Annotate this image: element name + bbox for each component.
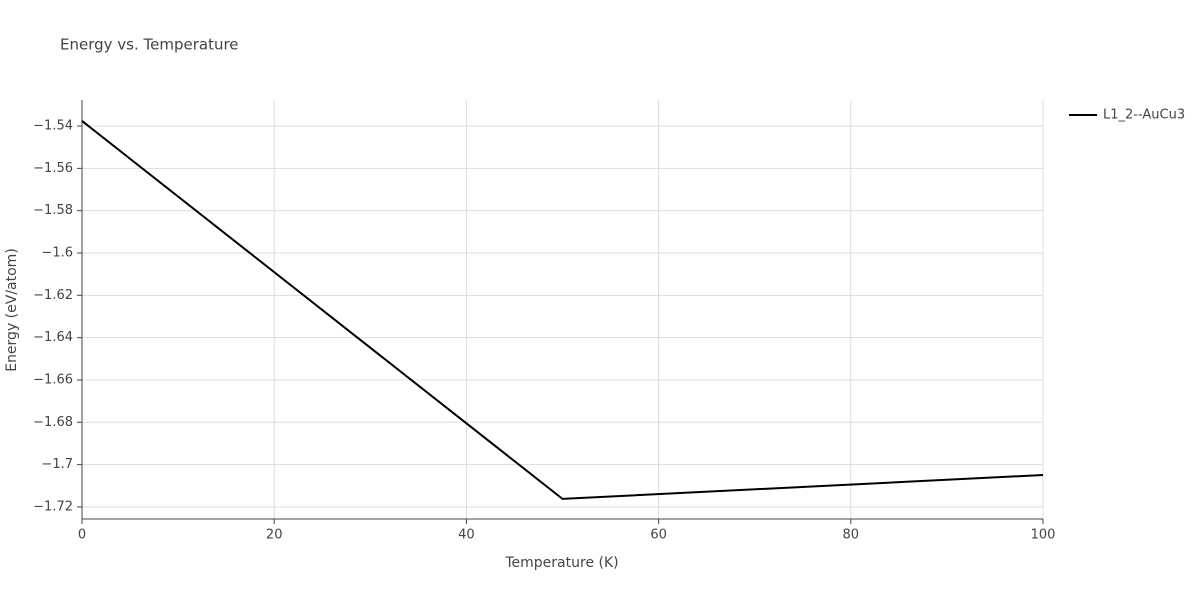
x-tick-label: 40 bbox=[458, 528, 475, 543]
y-tick-label: −1.7 bbox=[41, 457, 73, 472]
x-tick-label: 0 bbox=[78, 528, 86, 543]
x-tick-label: 20 bbox=[266, 528, 283, 543]
y-tick-label: −1.64 bbox=[33, 330, 73, 345]
data-line bbox=[81, 120, 1044, 500]
y-tick-label: −1.6 bbox=[41, 245, 73, 260]
x-axis-label: Temperature (K) bbox=[504, 555, 618, 571]
y-tick-label: −1.58 bbox=[33, 203, 73, 218]
x-tick-label: 80 bbox=[843, 528, 860, 543]
y-tick-label: −1.54 bbox=[33, 119, 73, 134]
y-tick-label: −1.68 bbox=[33, 415, 73, 430]
x-tick-label: 60 bbox=[650, 528, 667, 543]
y-tick-label: −1.62 bbox=[33, 288, 73, 303]
y-tick-label: −1.72 bbox=[33, 499, 73, 514]
legend-label: L1_2--AuCu3 bbox=[1103, 108, 1185, 123]
y-axis-label: Energy (eV/atom) bbox=[4, 248, 20, 372]
x-tick-label: 100 bbox=[1031, 528, 1056, 543]
y-tick-label: −1.56 bbox=[33, 161, 73, 176]
y-tick-label: −1.66 bbox=[33, 372, 73, 387]
chart-title: Energy vs. Temperature bbox=[60, 36, 239, 54]
